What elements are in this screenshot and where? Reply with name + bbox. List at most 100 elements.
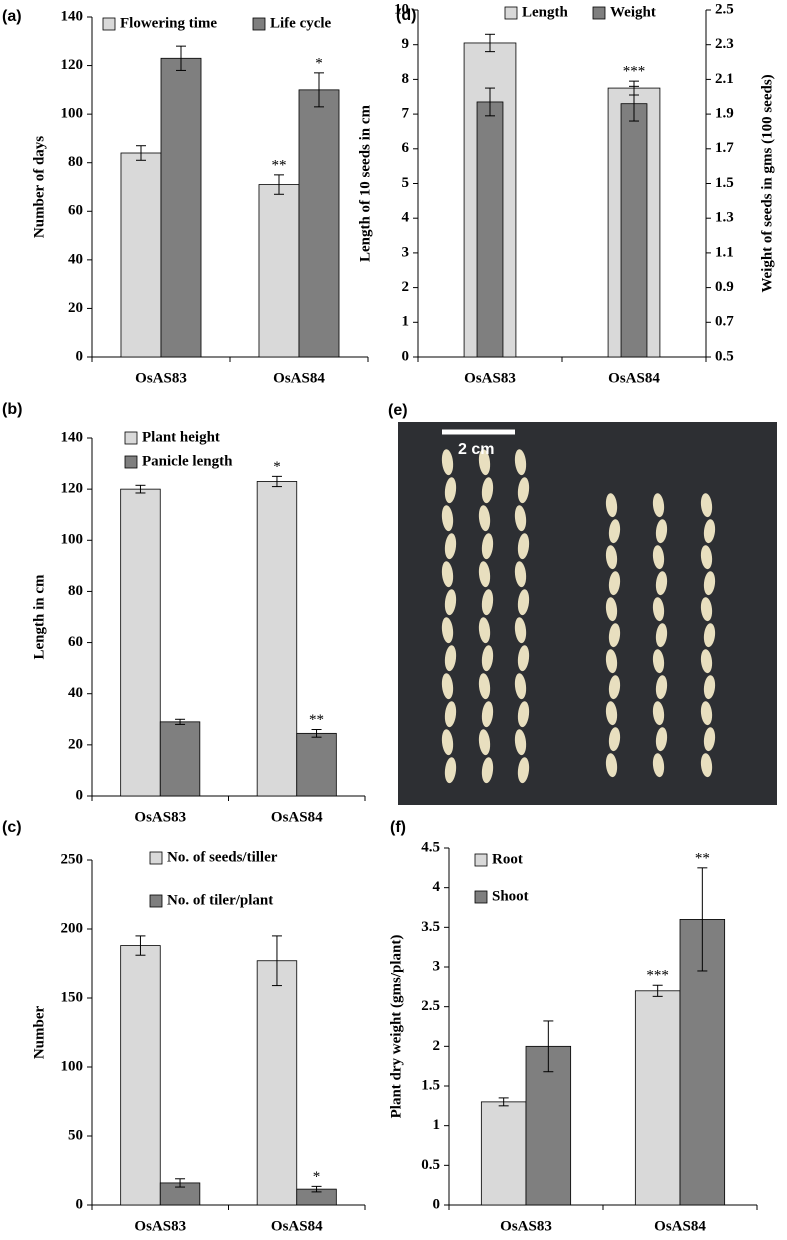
y-tick-label: 50 [68,1127,83,1143]
legend-swatch [124,455,138,469]
bar [298,89,340,358]
seed [700,597,713,622]
seed [652,545,665,570]
y2-tick-label: 1.1 [715,244,734,260]
seed [655,727,668,752]
seed [700,493,713,518]
legend-swatch [102,17,116,31]
seed [652,701,665,726]
y-tick-label: 7 [402,106,410,122]
significance-label: ** [695,850,710,866]
y-tick-label: 250 [61,851,84,867]
y2-axis-title: Weight of seeds in gms (100 seeds) [759,74,775,292]
legend-label: Length [522,4,569,20]
seed [605,649,618,674]
x-tick-label: OsAS83 [464,370,516,386]
y2-tick-label: 0.5 [715,348,734,364]
y2-tick-label: 2.5 [715,1,734,17]
y-tick-label: 20 [68,300,83,316]
legend-label: Life cycle [270,15,332,31]
seed [605,597,618,622]
bar [256,481,298,797]
y-axis-title: Length of 10 seeds in cm [357,104,373,262]
y-tick-label: 60 [68,203,83,219]
y-tick-label: 150 [61,989,84,1005]
panel-label: (d) [396,7,416,24]
seed [514,729,527,756]
seed [481,589,494,616]
error-bar [273,174,284,195]
error-bar [175,718,186,725]
seed [703,727,716,752]
legend-label: No. of tiler/plant [167,892,273,908]
error-bar [652,984,663,997]
seed [700,753,713,778]
legend-label: Weight [610,4,656,20]
seed [608,623,621,648]
error-bar [311,1185,322,1193]
bar [480,1101,527,1206]
seed [444,589,457,616]
bar [159,721,201,797]
error-bar [485,33,495,53]
seed [478,729,491,756]
seed [703,675,716,700]
seed [478,617,491,644]
seed [652,493,665,518]
photo-background [398,422,777,805]
seed [444,533,457,560]
y-tick-label: 120 [61,57,84,73]
bar [296,732,337,797]
x-tick-label: OsAS83 [134,1218,186,1234]
seed [703,623,716,648]
seed [700,649,713,674]
legend-label: Flowering time [120,15,217,31]
seed [703,571,716,596]
bar [120,488,161,797]
y-tick-label: 2 [433,1038,441,1054]
y-tick-label: 100 [61,106,84,122]
y-tick-label: 1 [402,314,410,330]
panel-label: (c) [2,819,22,836]
error-bar [271,475,282,488]
y-tick-label: 0.5 [421,1157,440,1173]
x-tick-label: OsAS83 [135,370,187,386]
y-tick-label: 2 [402,279,410,295]
legend-swatch [504,6,518,20]
y-tick-label: 8 [402,71,410,87]
legend-swatch [474,890,488,904]
seed [514,561,527,588]
significance-label: ** [271,157,286,173]
bar [256,960,298,1206]
seed [652,753,665,778]
legend-swatch [252,17,266,31]
error-bar [271,935,282,987]
error-bar [498,1097,509,1107]
seed [605,493,618,518]
y-tick-label: 140 [61,8,84,24]
error-bar [697,867,708,972]
y2-tick-label: 1.5 [715,175,734,191]
legend-label: Shoot [492,888,529,904]
seed [441,561,454,588]
y-tick-label: 0 [76,787,84,803]
seed [608,519,621,544]
panel-label: (f) [390,819,406,836]
y-tick-label: 0 [433,1196,441,1212]
y-tick-label: 5 [402,175,410,191]
y2-tick-label: 0.7 [715,314,734,330]
y-tick-label: 4 [433,879,441,895]
y-tick-label: 200 [61,920,84,936]
legend-swatch [149,894,163,908]
y-tick-label: 40 [68,251,83,267]
seed [700,701,713,726]
seed [514,617,527,644]
y-tick-label: 0 [76,348,84,364]
seed [517,589,530,616]
significance-label: * [313,1169,321,1185]
x-tick-label: OsAS83 [134,809,186,825]
seed [481,477,494,504]
bar [620,103,648,358]
seed [441,729,454,756]
